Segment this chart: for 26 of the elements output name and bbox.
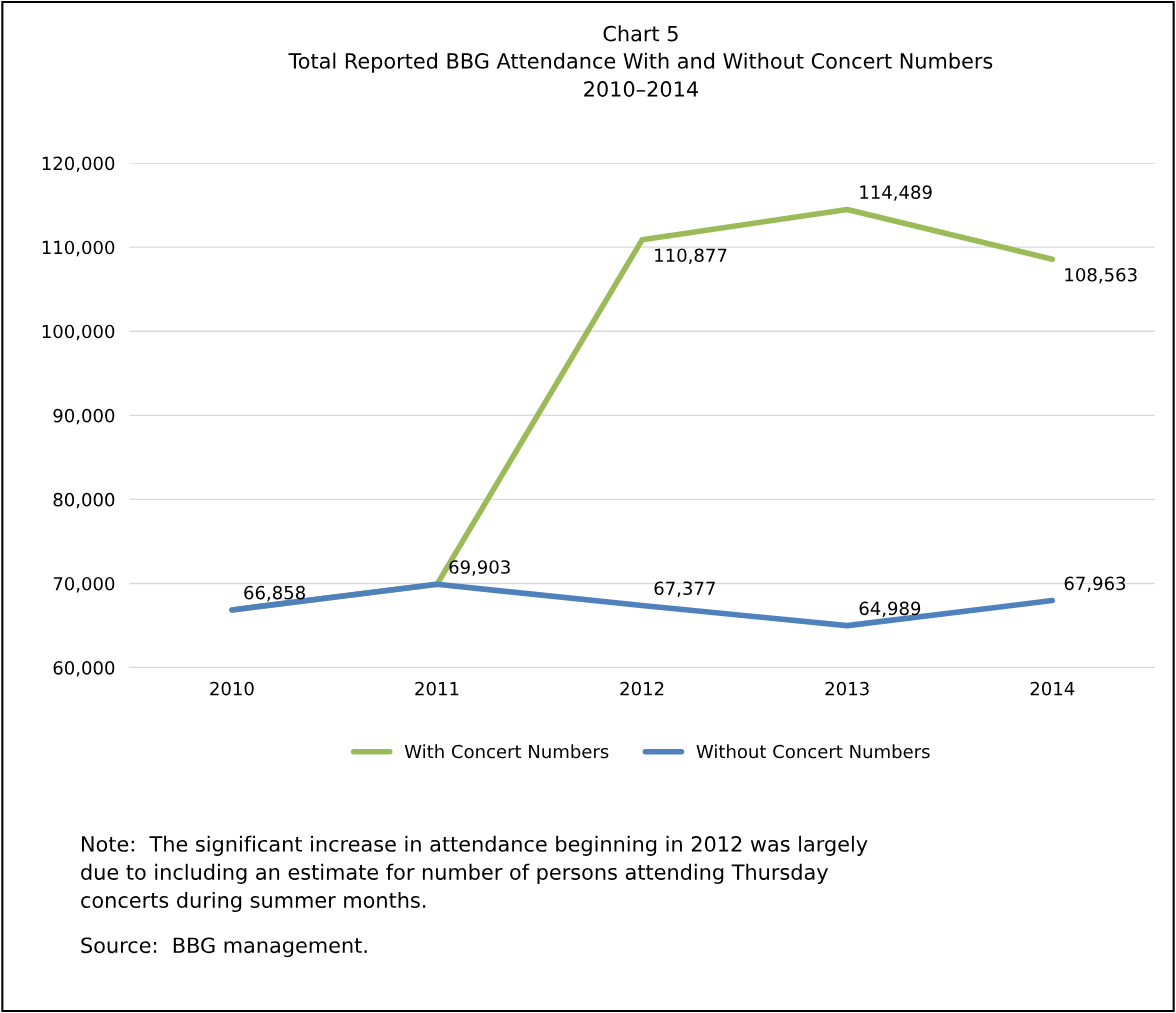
legend-label: With Concert Numbers (404, 744, 609, 759)
data-label: 114,489 (860, 185, 932, 201)
data-label: 64,989 (859, 601, 921, 618)
y-tick-label: 90,000 (53, 408, 115, 425)
data-label: 67,963 (1064, 576, 1126, 593)
y-tick-label: 80,000 (53, 492, 115, 509)
source-note: Source: BBG management. (81, 937, 367, 958)
y-tick-label: 60,000 (53, 661, 115, 677)
y-tick-label: 120,000 (42, 156, 115, 173)
x-tick-label: 2014 (1030, 681, 1075, 696)
data-label: 108,563 (1065, 267, 1137, 284)
y-tick-label: 70,000 (53, 576, 115, 593)
text: Note: The significant increase in attendance beginning in 2012 was largely due to including an estimate for number of persons attending Thursday concerts during summer months. (81, 835, 868, 913)
legend-label: Without Concert Numbers (696, 744, 930, 759)
x-tick-label: 2011 (415, 681, 459, 696)
data-label: 67,377 (654, 581, 715, 597)
x-tick-label: 2013 (825, 681, 869, 696)
y-tick-label: 100,000 (42, 324, 115, 341)
chart-subtitle: Total Reported BBG Attendance With and Without Concert Numbers 2010–2014 (288, 52, 993, 97)
chart-title: Chart 5 (603, 25, 678, 42)
x-tick-label: 2012 (620, 681, 664, 696)
data-label: 66,858 (244, 585, 305, 602)
data-label: 110,877 (655, 248, 727, 264)
y-tick-label: 110,000 (42, 240, 115, 257)
x-tick-label: 2010 (210, 681, 254, 696)
data-label: 69,903 (449, 560, 510, 576)
